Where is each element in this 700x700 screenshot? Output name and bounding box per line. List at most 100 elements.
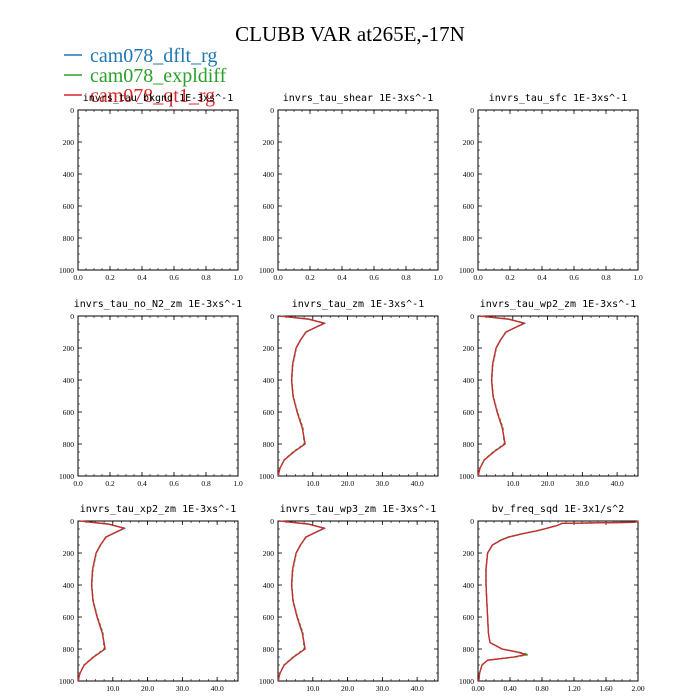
y-tick-label: 600 — [63, 613, 75, 622]
series-line-3 — [277, 520, 325, 682]
x-tick-label: 1.0 — [233, 273, 243, 282]
y-tick-label: 200 — [463, 138, 475, 147]
x-tick-label: 10.0 — [306, 684, 319, 693]
x-tick-label: 0.4 — [137, 479, 147, 488]
x-tick-label: 0.4 — [137, 273, 147, 282]
x-tick-label: 20.0 — [341, 684, 354, 693]
x-tick-label: 0.40 — [503, 684, 516, 693]
y-tick-label: 0 — [70, 312, 74, 321]
y-tick-label: 0 — [270, 312, 274, 321]
legend-label-3: cam078_qt1_rg — [90, 85, 215, 107]
y-tick-label: 200 — [463, 549, 475, 558]
y-tick-label: 1000 — [459, 472, 474, 481]
y-tick-label: 1000 — [459, 677, 474, 686]
plot-frame — [277, 315, 439, 477]
x-tick-label: 0.4 — [537, 273, 547, 282]
x-tick-label: 0.2 — [505, 273, 515, 282]
y-tick-label: 0 — [470, 312, 474, 321]
x-tick-label: 10.0 — [506, 479, 519, 488]
x-tick-label: 1.60 — [599, 684, 612, 693]
y-tick-label: 400 — [263, 581, 275, 590]
panel-4: invrs_tau_no_N2_zm 1E-3xs^-10 200 400 600 80… — [59, 299, 243, 488]
y-tick-label: 1000 — [59, 472, 74, 481]
series-line-1 — [477, 315, 526, 477]
y-tick-label: 600 — [463, 408, 475, 417]
panel-2: invrs_tau_shear 1E-3xs^-1 0 200 400 600 800 10… — [259, 93, 443, 282]
panel-title: invrs_tau_shear 1E-3xs^-1 — [283, 93, 434, 104]
plot-frame — [277, 520, 439, 682]
plot-frame — [277, 109, 439, 271]
panel-title: invrs_tau_wp3_zm 1E-3xs^-1 — [280, 504, 437, 515]
plot-frame — [77, 520, 239, 682]
y-tick-label: 400 — [463, 170, 475, 179]
x-tick-label: 2.00 — [631, 684, 644, 693]
x-tick-label: 0.8 — [601, 273, 611, 282]
y-tick-label: 0 — [270, 106, 274, 115]
x-tick-label: 10.0 — [306, 479, 319, 488]
x-tick-label: 0.6 — [169, 479, 179, 488]
y-tick-label: 200 — [63, 549, 75, 558]
panel-9: bv_freq_sqd 1E-3x1/s^2020040060080010000… — [459, 504, 645, 693]
panel-5: invrs_tau_zm 1E-3xs^-1 0 200 400 600 800 1000 1… — [259, 299, 439, 488]
x-tick-label: 30.0 — [376, 684, 389, 693]
plot-frame — [477, 109, 639, 271]
series-line-3 — [478, 520, 639, 682]
series-line-1 — [277, 315, 326, 477]
x-tick-label: 0.2 — [305, 273, 315, 282]
x-tick-label: 0.6 — [569, 273, 579, 282]
x-tick-label: 1.0 — [633, 273, 643, 282]
y-tick-label: 800 — [263, 234, 275, 243]
y-tick-label: 800 — [63, 440, 75, 449]
y-tick-label: 0 — [270, 517, 274, 526]
x-tick-label: 30.0 — [176, 684, 189, 693]
x-tick-label: 0.8 — [201, 273, 211, 282]
y-tick-label: 0 — [70, 517, 74, 526]
y-tick-label: 400 — [63, 581, 75, 590]
series-line-2 — [478, 520, 639, 682]
legend-item-3: cam078_qt1_rg — [64, 85, 215, 107]
x-tick-label: 0.0 — [73, 273, 83, 282]
y-tick-label: 200 — [463, 344, 475, 353]
legend-item-1: cam078_dflt_rg — [64, 45, 217, 67]
x-tick-label: 0.6 — [169, 273, 179, 282]
x-tick-label: 0.00 — [471, 684, 484, 693]
x-tick-label: 0.2 — [105, 479, 115, 488]
plot-frame — [477, 315, 639, 477]
y-tick-label: 1000 — [259, 472, 274, 481]
y-tick-label: 400 — [263, 170, 275, 179]
legend-label-2: cam078_expldiff — [90, 65, 227, 87]
y-tick-label: 200 — [63, 344, 75, 353]
chart-title: CLUBB VAR at265E,-17N — [235, 22, 465, 46]
x-tick-label: 0.0 — [473, 273, 483, 282]
panel-title: invrs_tau_xp2_zm 1E-3xs^-1 — [80, 504, 237, 515]
panels: invrs_tau_bkgnd 1E-3xs^-1 0 200 400 600 800 10… — [59, 93, 645, 693]
panel-title: invrs_tau_sfc 1E-3xs^-1 — [489, 93, 627, 104]
y-tick-label: 400 — [63, 376, 75, 385]
y-tick-label: 200 — [263, 344, 275, 353]
y-tick-label: 600 — [263, 613, 275, 622]
plot-frame — [477, 520, 639, 682]
x-tick-label: 0.4 — [337, 273, 347, 282]
series-line-1 — [478, 520, 639, 682]
y-tick-label: 200 — [263, 549, 275, 558]
y-tick-label: 800 — [463, 645, 475, 654]
x-tick-label: 40.0 — [211, 684, 224, 693]
y-tick-label: 0 — [70, 106, 74, 115]
x-tick-label: 1.20 — [567, 684, 580, 693]
y-tick-label: 200 — [263, 138, 275, 147]
y-tick-label: 800 — [463, 234, 475, 243]
y-tick-label: 800 — [463, 440, 475, 449]
panel-title: invrs_tau_zm 1E-3xs^-1 — [292, 299, 424, 310]
panel-title: invrs_tau_bkgnd 1E-3xs^-1 — [83, 93, 234, 104]
panel-7: invrs_tau_xp2_zm 1E-3xs^-1 0 200 400 600 800 1… — [59, 504, 239, 693]
legend: cam078_dflt_rg cam078_expldiff cam078_qt… — [64, 45, 227, 107]
series-line-3 — [477, 315, 525, 477]
x-tick-label: 1.0 — [233, 479, 243, 488]
panel-title: invrs_tau_wp2_zm 1E-3xs^-1 — [480, 299, 637, 310]
panel-1: invrs_tau_bkgnd 1E-3xs^-1 0 200 400 600 800 10… — [59, 93, 243, 282]
panel-title: invrs_tau_no_N2_zm 1E-3xs^-1 — [74, 299, 243, 310]
x-tick-label: 0.6 — [369, 273, 379, 282]
y-tick-label: 600 — [463, 613, 475, 622]
y-tick-label: 400 — [463, 581, 475, 590]
x-tick-label: 30.0 — [376, 479, 389, 488]
